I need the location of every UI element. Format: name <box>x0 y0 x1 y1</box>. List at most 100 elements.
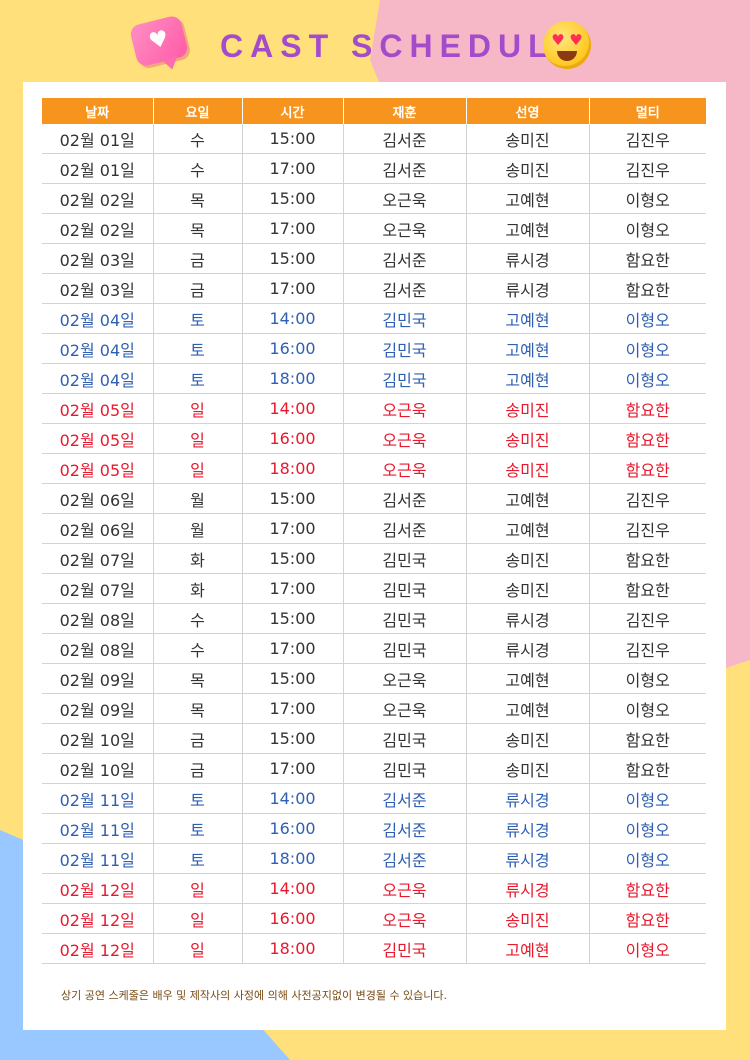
day-cell: 월 <box>152 513 242 544</box>
cast-3-cell: 이형오 <box>588 663 706 694</box>
cast-2-cell: 송미진 <box>465 573 589 604</box>
cast-1-cell: 김서준 <box>342 513 466 544</box>
cast-2-cell: 송미진 <box>465 453 589 484</box>
day-cell: 수 <box>152 633 242 664</box>
time-cell: 17:00 <box>241 153 343 184</box>
date-cell: 02월 09일 <box>42 663 153 694</box>
date-cell: 02월 12일 <box>42 933 153 964</box>
column-header-cast-1: 재훈 <box>342 98 466 124</box>
cast-1-cell: 오근욱 <box>342 873 466 904</box>
cast-3-cell: 이형오 <box>588 783 706 814</box>
cast-3-cell: 함요한 <box>588 273 706 304</box>
day-cell: 일 <box>152 453 242 484</box>
cast-1-cell: 김민국 <box>342 303 466 334</box>
day-cell: 일 <box>152 903 242 934</box>
cast-2-cell: 송미진 <box>465 153 589 184</box>
date-cell: 02월 11일 <box>42 813 153 844</box>
date-cell: 02월 06일 <box>42 483 153 514</box>
date-cell: 02월 03일 <box>42 243 153 274</box>
date-cell: 02월 07일 <box>42 543 153 574</box>
cast-1-cell: 김민국 <box>342 543 466 574</box>
table-row: 02월 10일 금 17:00 김민국 송미진 함요한 <box>42 753 706 784</box>
cast-schedule-table: 날짜 요일 시간 재훈 선영 멀티 02월 01일 수 15:00 김서준 송미진 김진우… <box>42 98 706 964</box>
cast-1-cell: 오근욱 <box>342 423 466 454</box>
cast-2-cell: 고예현 <box>465 363 589 394</box>
cast-1-cell: 오근욱 <box>342 183 466 214</box>
cast-3-cell: 이형오 <box>588 693 706 724</box>
time-cell: 18:00 <box>241 933 343 964</box>
cast-3-cell: 김진우 <box>588 124 706 154</box>
cast-2-cell: 고예현 <box>465 333 589 364</box>
cast-2-cell: 송미진 <box>465 393 589 424</box>
cast-2-cell: 류시경 <box>465 243 589 274</box>
time-cell: 18:00 <box>241 453 343 484</box>
cast-1-cell: 오근욱 <box>342 213 466 244</box>
cast-3-cell: 이형오 <box>588 813 706 844</box>
cast-3-cell: 이형오 <box>588 843 706 874</box>
cast-1-cell: 김민국 <box>342 723 466 754</box>
column-header-day: 요일 <box>152 98 242 124</box>
date-cell: 02월 07일 <box>42 573 153 604</box>
table-row: 02월 01일 수 15:00 김서준 송미진 김진우 <box>42 124 706 154</box>
cast-3-cell: 함요한 <box>588 753 706 784</box>
column-header-cast-3: 멀티 <box>588 98 706 124</box>
cast-1-cell: 김민국 <box>342 363 466 394</box>
table-row: 02월 03일 금 15:00 김서준 류시경 함요한 <box>42 243 706 274</box>
notice-text: 상기 공연 스케줄은 배우 및 제작사의 사정에 의해 사전공지없이 변경될 수… <box>61 989 448 1002</box>
cast-2-cell: 류시경 <box>465 813 589 844</box>
time-cell: 15:00 <box>241 723 343 754</box>
date-cell: 02월 01일 <box>42 153 153 184</box>
table-row: 02월 06일 월 17:00 김서준 고예현 김진우 <box>42 513 706 544</box>
table-row: 02월 07일 화 17:00 김민국 송미진 함요한 <box>42 573 706 604</box>
cast-3-cell: 김진우 <box>588 153 706 184</box>
cast-3-cell: 김진우 <box>588 603 706 634</box>
cast-1-cell: 김민국 <box>342 753 466 784</box>
time-cell: 17:00 <box>241 573 343 604</box>
table-row: 02월 11일 토 18:00 김서준 류시경 이형오 <box>42 843 706 874</box>
time-cell: 16:00 <box>241 423 343 454</box>
cast-3-cell: 함요한 <box>588 423 706 454</box>
day-cell: 토 <box>152 303 242 334</box>
date-cell: 02월 12일 <box>42 903 153 934</box>
cast-1-cell: 오근욱 <box>342 393 466 424</box>
cast-1-cell: 오근욱 <box>342 903 466 934</box>
cast-1-cell: 김민국 <box>342 633 466 664</box>
cast-2-cell: 송미진 <box>465 423 589 454</box>
time-cell: 17:00 <box>241 753 343 784</box>
table-row: 02월 04일 토 18:00 김민국 고예현 이형오 <box>42 363 706 394</box>
time-cell: 16:00 <box>241 813 343 844</box>
table-row: 02월 06일 월 15:00 김서준 고예현 김진우 <box>42 483 706 514</box>
cast-2-cell: 고예현 <box>465 213 589 244</box>
cast-3-cell: 이형오 <box>588 213 706 244</box>
date-cell: 02월 06일 <box>42 513 153 544</box>
page-title: CAST SCHEDULE <box>220 28 584 64</box>
cast-1-cell: 김서준 <box>342 483 466 514</box>
cast-1-cell: 김민국 <box>342 573 466 604</box>
time-cell: 15:00 <box>241 183 343 214</box>
date-cell: 02월 04일 <box>42 333 153 364</box>
date-cell: 02월 02일 <box>42 213 153 244</box>
time-cell: 15:00 <box>241 543 343 574</box>
cast-1-cell: 김서준 <box>342 153 466 184</box>
cast-3-cell: 김진우 <box>588 633 706 664</box>
cast-2-cell: 고예현 <box>465 513 589 544</box>
table-header-row: 날짜 요일 시간 재훈 선영 멀티 <box>42 98 706 124</box>
time-cell: 17:00 <box>241 213 343 244</box>
time-cell: 17:00 <box>241 273 343 304</box>
time-cell: 15:00 <box>241 243 343 274</box>
table-row: 02월 12일 일 18:00 김민국 고예현 이형오 <box>42 933 706 964</box>
column-header-cast-2: 선영 <box>465 98 589 124</box>
date-cell: 02월 11일 <box>42 843 153 874</box>
table-row: 02월 10일 금 15:00 김민국 송미진 함요한 <box>42 723 706 754</box>
cast-3-cell: 이형오 <box>588 363 706 394</box>
day-cell: 목 <box>152 183 242 214</box>
cast-2-cell: 고예현 <box>465 933 589 964</box>
date-cell: 02월 04일 <box>42 363 153 394</box>
table-row: 02월 08일 수 17:00 김민국 류시경 김진우 <box>42 633 706 664</box>
day-cell: 목 <box>152 693 242 724</box>
table-row: 02월 08일 수 15:00 김민국 류시경 김진우 <box>42 603 706 634</box>
cast-3-cell: 김진우 <box>588 513 706 544</box>
cast-2-cell: 류시경 <box>465 633 589 664</box>
time-cell: 16:00 <box>241 333 343 364</box>
time-cell: 17:00 <box>241 633 343 664</box>
